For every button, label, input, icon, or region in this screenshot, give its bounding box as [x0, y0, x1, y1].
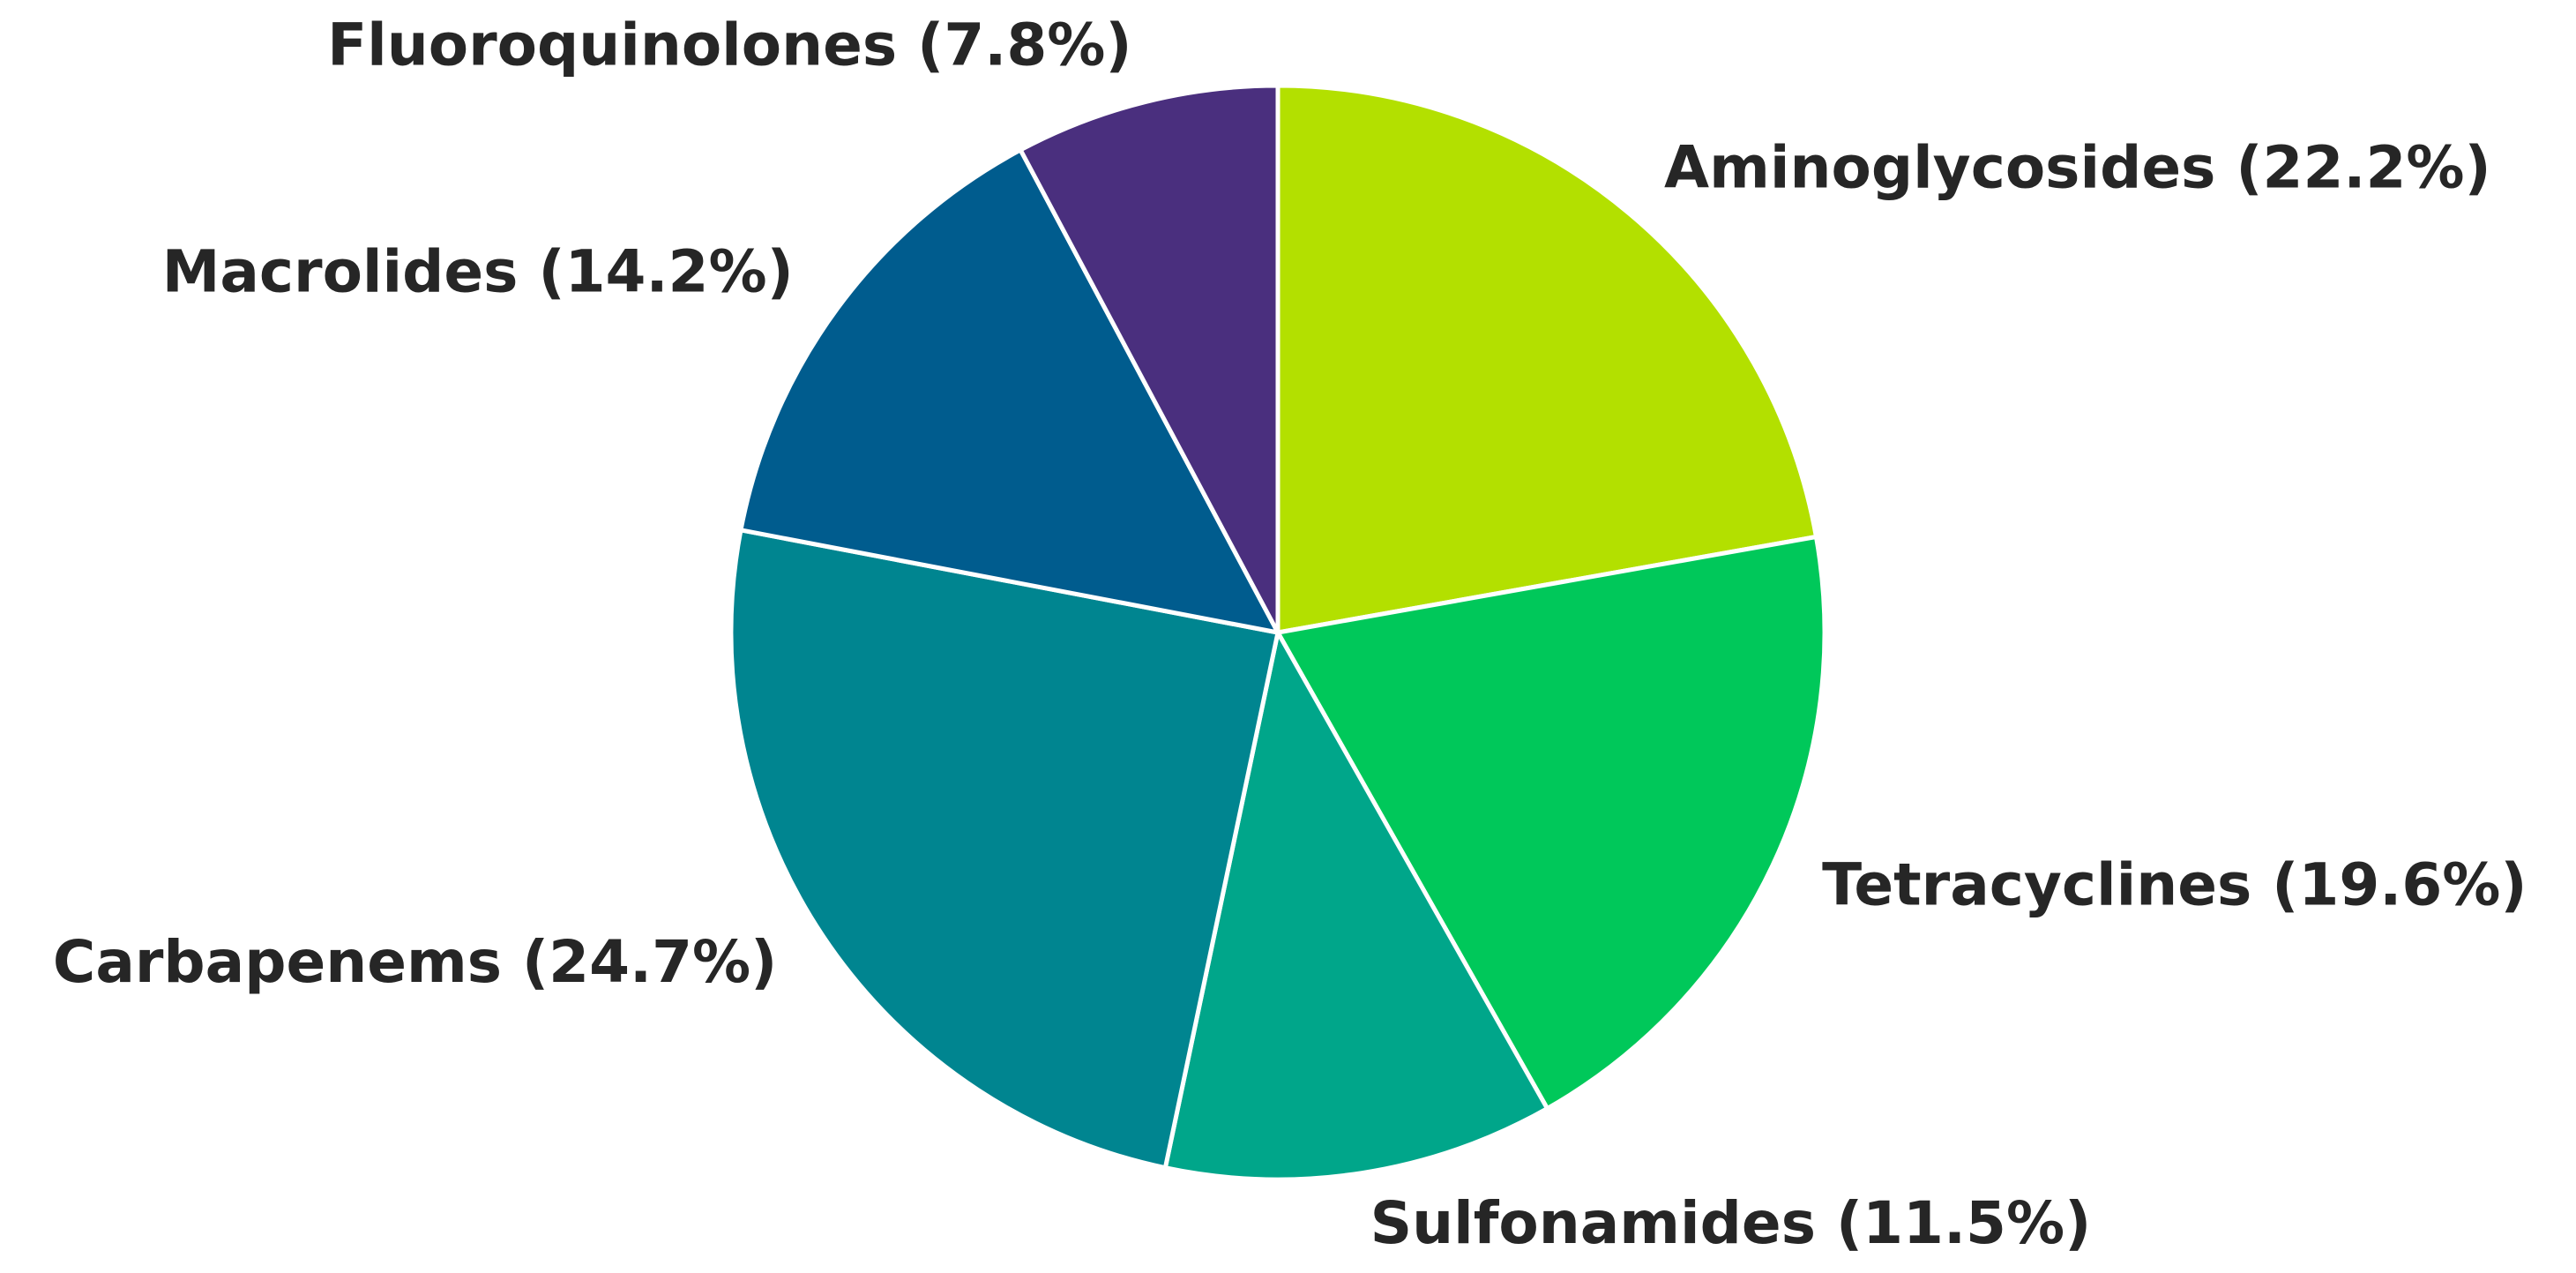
category-name: Tetracyclines	[1822, 850, 2251, 918]
category-name: Carbapenems	[53, 928, 502, 996]
wedge	[1275, 83, 1818, 635]
value-label: (24.7%)	[522, 928, 777, 996]
category-name: Fluoroquinolones	[327, 11, 897, 79]
wedge	[1162, 630, 1549, 1182]
category-name: Sulfonamides	[1370, 1189, 1816, 1257]
wedge	[738, 147, 1281, 635]
wedge	[728, 528, 1281, 1171]
category-name: Aminoglycosides	[1664, 133, 2215, 201]
slice-label: Tetracyclines (19.6%)	[1822, 850, 2527, 918]
slice-label: Sulfonamides (11.5%)	[1370, 1189, 2092, 1257]
slice-label: Macrolides (14.2%)	[162, 238, 794, 306]
value-label: (11.5%)	[1836, 1189, 2091, 1257]
category-name: Macrolides	[162, 238, 519, 306]
value-label: (7.8%)	[917, 11, 1131, 79]
slice-label: Carbapenems (24.7%)	[53, 928, 777, 996]
wedge	[1018, 83, 1281, 635]
value-label: (22.2%)	[2236, 133, 2490, 201]
slice-label: Fluoroquinolones (7.8%)	[327, 11, 1131, 79]
slice-label: Aminoglycosides (22.2%)	[1664, 133, 2491, 201]
wedge	[1275, 534, 1827, 1112]
value-label: (14.2%)	[538, 238, 793, 306]
value-label: (19.6%)	[2272, 850, 2527, 918]
